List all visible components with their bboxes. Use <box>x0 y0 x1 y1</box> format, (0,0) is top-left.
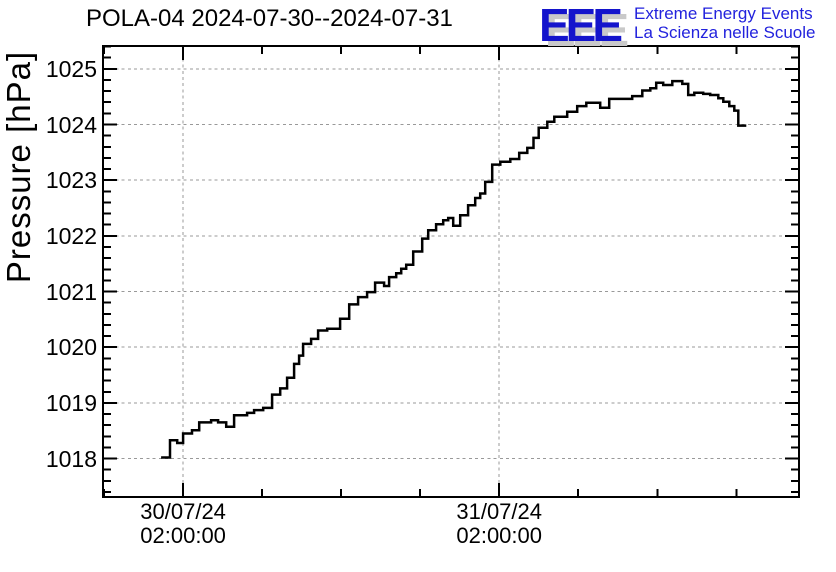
y-tick-label: 1020 <box>45 334 97 361</box>
eee-logo-subtitle-line2: La Scienza nelle Scuole <box>634 23 816 42</box>
x-tick-time: 02:00:00 <box>140 523 226 548</box>
x-tick-label-31-07: 31/07/24 02:00:00 <box>456 500 542 548</box>
x-tick-time: 02:00:00 <box>456 523 543 548</box>
x-tick-date: 31/07/24 <box>456 499 543 524</box>
y-tick-label: 1022 <box>45 222 97 249</box>
y-tick-label: 1023 <box>45 167 97 194</box>
x-tick-label-30-07: 30/07/24 02:00:00 <box>140 500 226 548</box>
y-tick-label: 1018 <box>45 445 97 472</box>
y-tick-label: 1019 <box>45 389 97 416</box>
y-tick-label: 1024 <box>45 111 97 138</box>
eee-logo-subtitle: Extreme Energy Events La Scienza nelle S… <box>634 4 815 42</box>
y-tick-label: 1025 <box>45 55 97 82</box>
eee-logo-subtitle-line1: Extreme Energy Events <box>634 4 813 23</box>
eee-logo-letters: EEE <box>539 0 623 51</box>
chart-title: POLA-04 2024-07-30--2024-07-31 <box>86 5 453 32</box>
x-tick-date: 30/07/24 <box>140 499 226 524</box>
y-tick-label: 1021 <box>45 278 97 305</box>
